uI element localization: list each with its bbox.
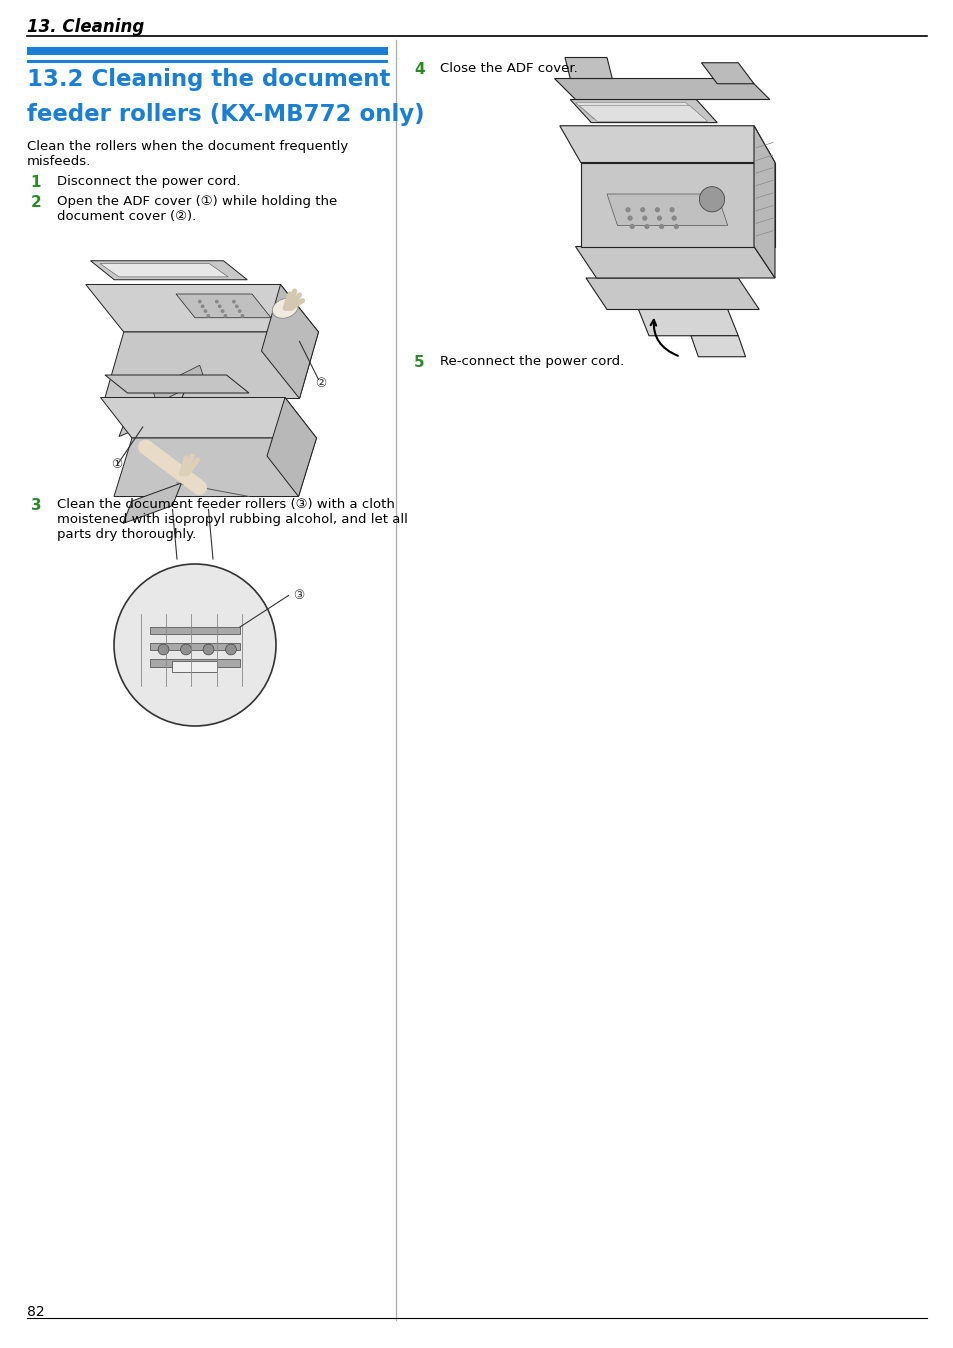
Circle shape <box>158 644 169 655</box>
Circle shape <box>225 644 236 655</box>
Text: Clean the document feeder rollers (③) with a cloth: Clean the document feeder rollers (③) wi… <box>56 497 395 511</box>
Text: Disconnect the power cord.: Disconnect the power cord. <box>56 175 240 187</box>
Circle shape <box>203 644 213 655</box>
Circle shape <box>627 216 632 221</box>
Circle shape <box>643 224 649 229</box>
Polygon shape <box>585 278 759 310</box>
Text: 3: 3 <box>30 497 41 514</box>
Polygon shape <box>100 398 316 438</box>
Circle shape <box>180 644 192 655</box>
Polygon shape <box>753 125 774 278</box>
Circle shape <box>659 224 663 229</box>
Polygon shape <box>575 102 703 119</box>
Polygon shape <box>91 260 247 280</box>
Text: 13. Cleaning: 13. Cleaning <box>27 18 144 36</box>
Circle shape <box>223 314 227 318</box>
Circle shape <box>232 299 235 303</box>
Text: moistened with isopropyl rubbing alcohol, and let all: moistened with isopropyl rubbing alcohol… <box>56 514 407 526</box>
Text: document cover (②).: document cover (②). <box>56 210 195 222</box>
Text: ②: ② <box>314 377 326 390</box>
Circle shape <box>234 305 238 309</box>
Circle shape <box>639 208 644 213</box>
Polygon shape <box>554 78 769 100</box>
Bar <box>172 662 217 673</box>
Polygon shape <box>105 375 249 394</box>
Polygon shape <box>578 105 707 121</box>
Text: 5: 5 <box>414 355 424 369</box>
Polygon shape <box>606 194 727 225</box>
Polygon shape <box>123 483 181 523</box>
Circle shape <box>214 299 218 303</box>
Text: 82: 82 <box>27 1305 44 1318</box>
Text: parts dry thoroughly.: parts dry thoroughly. <box>56 528 195 541</box>
Circle shape <box>625 208 630 213</box>
Circle shape <box>657 216 661 221</box>
Bar <box>150 643 240 650</box>
Text: 13.2 Cleaning the document: 13.2 Cleaning the document <box>27 67 390 92</box>
Polygon shape <box>575 247 774 278</box>
Circle shape <box>641 216 647 221</box>
Circle shape <box>699 186 724 212</box>
Text: Close the ADF cover.: Close the ADF cover. <box>439 62 578 75</box>
Polygon shape <box>175 294 271 318</box>
Polygon shape <box>119 390 185 437</box>
Bar <box>27 61 388 63</box>
Text: Re-connect the power cord.: Re-connect the power cord. <box>439 355 623 368</box>
Circle shape <box>113 563 275 727</box>
Text: 4: 4 <box>414 62 424 77</box>
Polygon shape <box>105 332 318 399</box>
Circle shape <box>200 305 204 309</box>
Polygon shape <box>113 438 316 496</box>
Polygon shape <box>580 163 774 247</box>
Text: 1: 1 <box>30 175 41 190</box>
Polygon shape <box>564 58 612 78</box>
Polygon shape <box>100 264 228 276</box>
Polygon shape <box>86 284 318 332</box>
Text: 2: 2 <box>30 195 41 210</box>
Circle shape <box>654 208 659 213</box>
Polygon shape <box>152 365 204 403</box>
Circle shape <box>671 216 676 221</box>
Bar <box>27 47 388 55</box>
Bar <box>150 627 240 634</box>
Text: Clean the rollers when the document frequently: Clean the rollers when the document freq… <box>27 140 348 154</box>
Circle shape <box>629 224 634 229</box>
Circle shape <box>669 208 674 213</box>
Circle shape <box>237 309 241 313</box>
Text: Open the ADF cover (①) while holding the: Open the ADF cover (①) while holding the <box>56 195 336 208</box>
Circle shape <box>203 309 207 313</box>
Circle shape <box>240 314 244 318</box>
Circle shape <box>206 314 210 318</box>
Text: feeder rollers (KX-MB772 only): feeder rollers (KX-MB772 only) <box>27 102 424 125</box>
Polygon shape <box>267 398 316 496</box>
Circle shape <box>673 224 679 229</box>
Text: ③: ③ <box>293 589 304 603</box>
Polygon shape <box>690 336 745 357</box>
Polygon shape <box>261 284 318 399</box>
Circle shape <box>217 305 221 309</box>
Ellipse shape <box>272 298 298 318</box>
Polygon shape <box>570 100 717 123</box>
Circle shape <box>197 299 201 303</box>
Bar <box>150 659 240 667</box>
Circle shape <box>220 309 224 313</box>
Polygon shape <box>638 310 738 336</box>
Polygon shape <box>559 125 774 163</box>
Text: misfeeds.: misfeeds. <box>27 155 91 168</box>
Polygon shape <box>700 63 753 84</box>
Text: ①: ① <box>112 458 123 472</box>
